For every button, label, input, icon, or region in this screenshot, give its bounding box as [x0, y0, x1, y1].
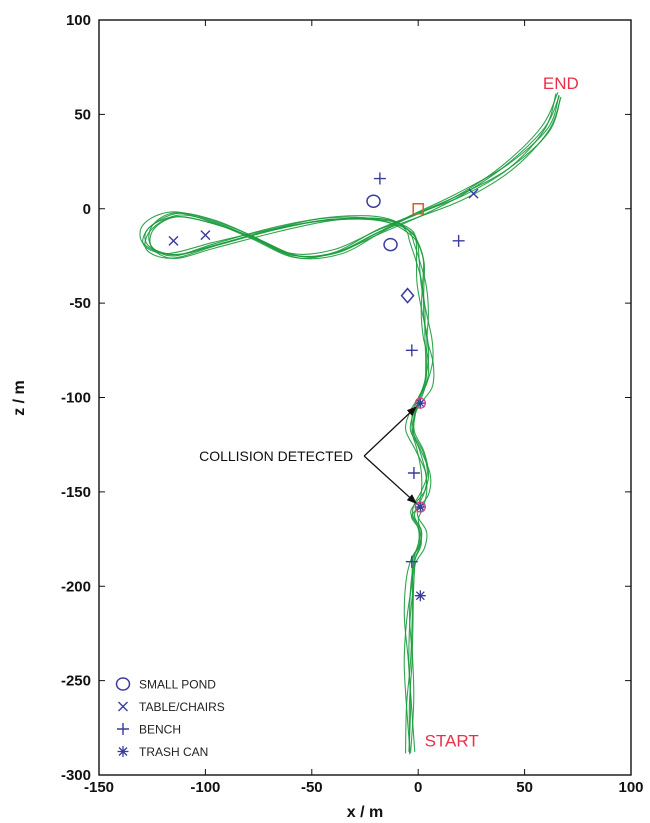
- small-pond-marker: [400, 287, 415, 304]
- y-tick-label: 50: [74, 106, 91, 123]
- collision-marker: [414, 501, 426, 513]
- legend: SMALL POND TABLE/CHAIRS BENCH TRASH CAN: [115, 677, 225, 759]
- axis-ticks: -150 -100 -50 0 50 100 -300 -250 -200 -150 -100 -50…: [61, 12, 644, 796]
- trash-can-marker: [414, 397, 426, 409]
- x-tick-label: 0: [414, 779, 422, 796]
- trajectory-run: [144, 97, 562, 752]
- y-tick-label: -200: [61, 578, 91, 595]
- x-tick-label: -100: [190, 779, 220, 796]
- legend-label: TABLE/CHAIRS: [139, 700, 225, 714]
- legend-symbol: [117, 746, 129, 757]
- trash-can-marker: [414, 590, 426, 602]
- small-pond-marker: [412, 203, 424, 215]
- y-tick-label: 0: [83, 201, 91, 218]
- y-tick-label: -50: [69, 295, 91, 312]
- y-tick-label: -250: [61, 673, 91, 690]
- y-tick-label: -150: [61, 484, 91, 501]
- x-tick-label: -50: [301, 779, 323, 796]
- trajectory-paths: [139, 92, 562, 755]
- collision-arrow: [363, 455, 417, 504]
- start-label: START: [425, 732, 479, 751]
- legend-label: BENCH: [139, 723, 181, 737]
- bench-marker: [452, 234, 465, 247]
- trajectory-run: [144, 95, 560, 754]
- bench-marker: [405, 555, 418, 568]
- small-pond-marker: [366, 194, 381, 208]
- legend-symbol: [115, 677, 131, 691]
- end-label: END: [543, 74, 579, 93]
- plot-area: [98, 19, 632, 776]
- bench-marker: [405, 344, 418, 357]
- y-tick-label: 100: [66, 12, 91, 29]
- x-tick-label: 100: [618, 779, 643, 796]
- collision-annotation-text: COLLISION DETECTED: [199, 448, 353, 464]
- legend-symbol: [117, 723, 129, 735]
- trash-can-marker: [414, 501, 426, 513]
- legend-label: SMALL POND: [139, 678, 216, 692]
- collision-annotation: COLLISION DETECTED: [199, 406, 417, 504]
- table-chairs-marker: [168, 235, 179, 246]
- y-tick-label: -300: [61, 767, 91, 784]
- bench-marker: [407, 467, 420, 479]
- bench-marker: [373, 172, 386, 185]
- object-markers: [168, 172, 479, 602]
- x-axis-label: x / m: [347, 804, 383, 821]
- small-pond-marker: [383, 237, 398, 252]
- legend-symbol: [118, 701, 128, 712]
- trajectory-run: [149, 96, 562, 755]
- collision-arrow: [363, 406, 417, 457]
- path-labels: START END: [425, 74, 579, 751]
- y-tick-label: -100: [61, 390, 91, 407]
- collision-marker: [414, 397, 426, 409]
- x-tick-label: 50: [516, 779, 533, 796]
- table-chairs-marker: [200, 230, 211, 241]
- table-chairs-marker: [468, 188, 479, 199]
- y-axis-label: z / m: [11, 380, 28, 416]
- x-tick-label: -150: [84, 779, 114, 796]
- legend-label: TRASH CAN: [139, 745, 208, 759]
